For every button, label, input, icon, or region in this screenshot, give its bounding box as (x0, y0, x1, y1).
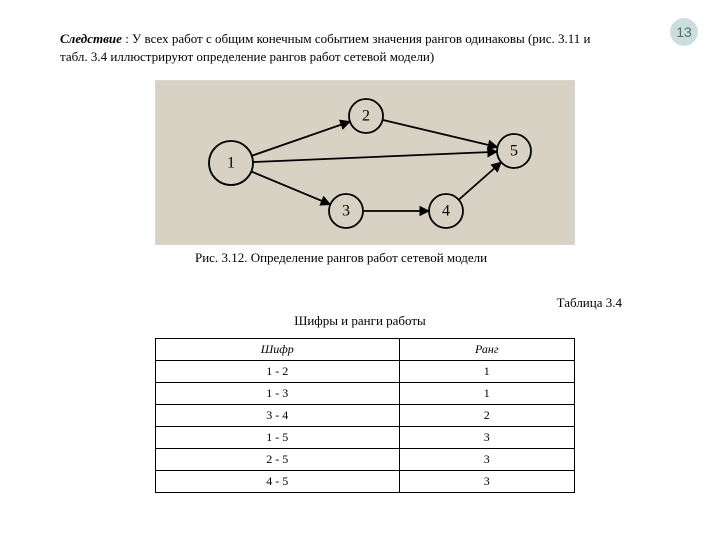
table-cell: 3 (399, 449, 574, 471)
table-row: 3 - 42 (156, 405, 575, 427)
figure-caption: Рис. 3.12. Определение рангов работ сете… (195, 250, 535, 267)
diagram-node-label: 4 (442, 203, 450, 220)
intro-rest: : У всех работ с общим конечным событием… (60, 31, 590, 64)
diagram-node-label: 5 (510, 143, 518, 160)
table-row: 4 - 53 (156, 471, 575, 493)
intro-lead: Следствие (60, 31, 122, 46)
table-cell: 3 (399, 427, 574, 449)
table-row: 1 - 21 (156, 361, 575, 383)
table-header-row: ШифрРанг (156, 339, 575, 361)
network-svg: 1 2 3 4 5 (156, 81, 574, 244)
page-number-badge: 13 (670, 18, 698, 46)
table-label: Таблица 3.4 (557, 295, 622, 311)
table-cell: 3 (399, 471, 574, 493)
ranks-table: ШифрРанг 1 - 211 - 313 - 421 - 532 - 534… (155, 338, 575, 493)
table-col-header: Ранг (399, 339, 574, 361)
table-body: 1 - 211 - 313 - 421 - 532 - 534 - 53 (156, 361, 575, 493)
table-cell: 1 - 5 (156, 427, 400, 449)
table-cell: 1 (399, 361, 574, 383)
network-diagram: 1 2 3 4 5 (155, 80, 575, 245)
table-cell: 4 - 5 (156, 471, 400, 493)
table-cell: 2 - 5 (156, 449, 400, 471)
table-cell: 1 - 3 (156, 383, 400, 405)
page-number: 13 (676, 24, 692, 40)
table-cell: 1 (399, 383, 574, 405)
table-row: 1 - 31 (156, 383, 575, 405)
intro-paragraph: Следствие : У всех работ с общим конечны… (60, 30, 620, 65)
table-title: Шифры и ранги работы (0, 313, 720, 329)
table-cell: 3 - 4 (156, 405, 400, 427)
table-row: 2 - 53 (156, 449, 575, 471)
table-col-header: Шифр (156, 339, 400, 361)
table-cell: 1 - 2 (156, 361, 400, 383)
diagram-node-label: 1 (227, 155, 235, 172)
table-row: 1 - 53 (156, 427, 575, 449)
diagram-node-label: 3 (342, 203, 350, 220)
diagram-node-label: 2 (362, 108, 370, 125)
table-cell: 2 (399, 405, 574, 427)
